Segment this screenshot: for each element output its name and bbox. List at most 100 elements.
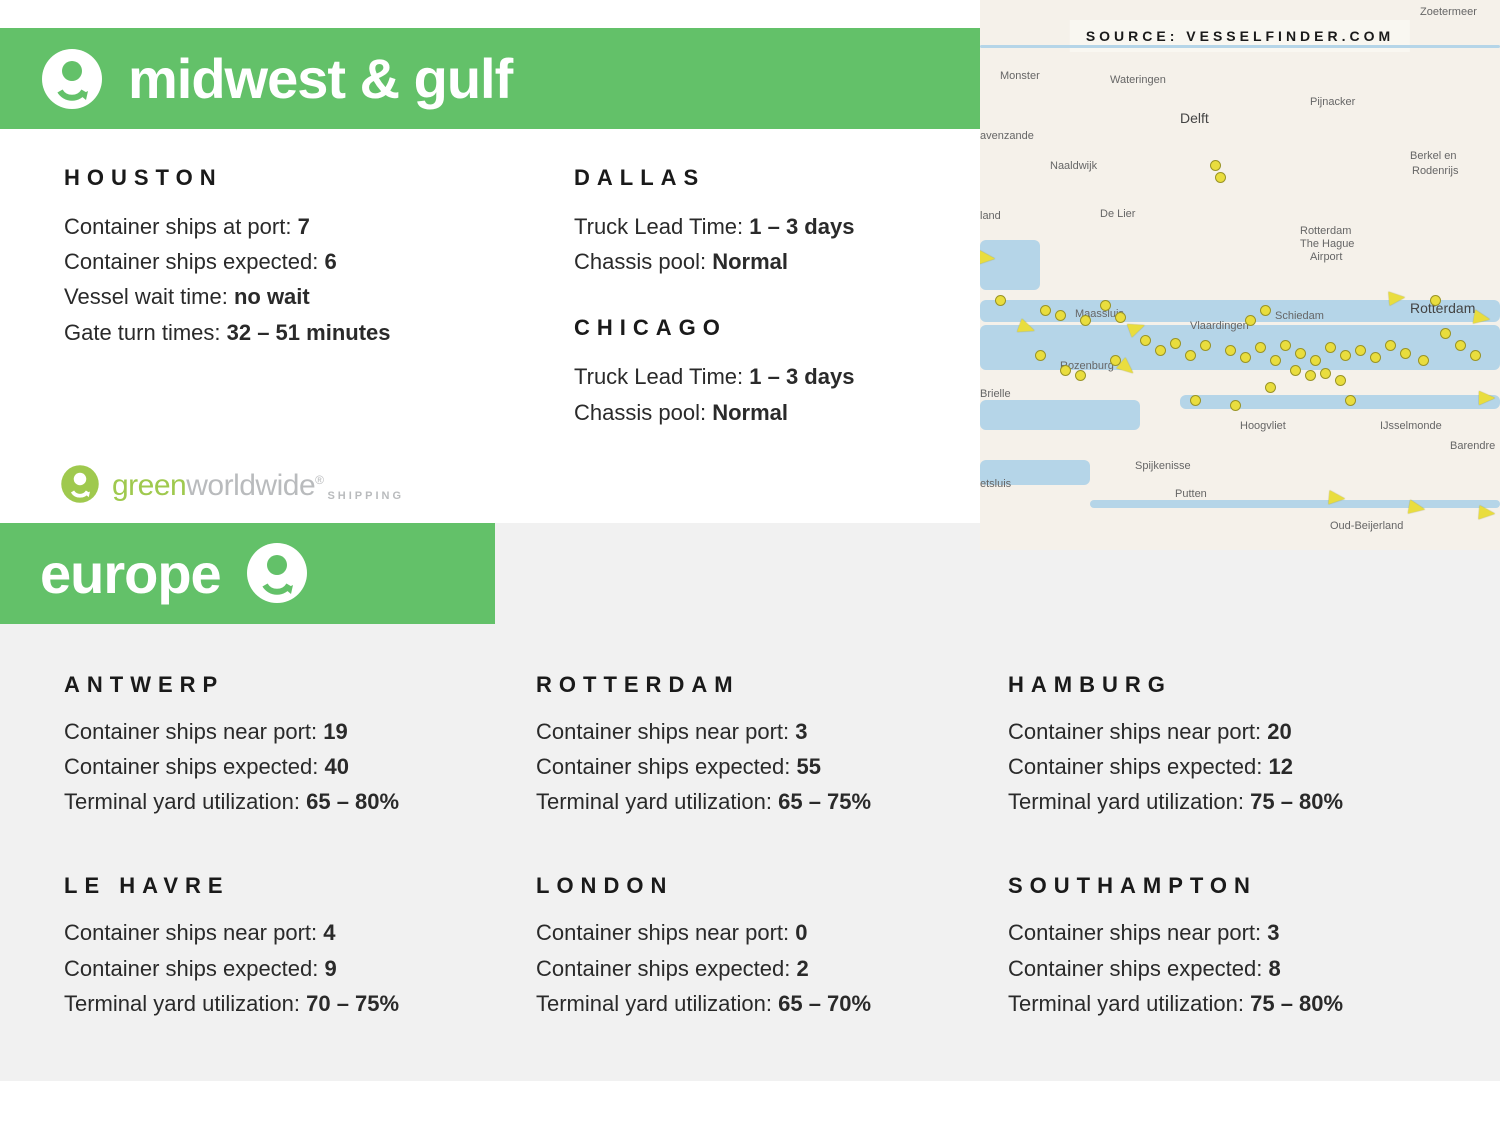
ship-marker-icon <box>1325 342 1336 353</box>
ship-marker-icon <box>1230 400 1241 411</box>
midwest-title: midwest & gulf <box>128 46 512 111</box>
map-place-label: Delft <box>1180 110 1209 126</box>
map-place-label: Spijkenisse <box>1135 460 1191 472</box>
ship-marker-icon <box>1280 340 1291 351</box>
map-place-label: Rodenrijs <box>1412 165 1458 177</box>
port-london: LONDONContainer ships near port: 0Contai… <box>536 873 968 1021</box>
vessel-map: SOURCE: VESSELFINDER.COM ZoetermeerMonst… <box>980 0 1500 550</box>
ship-marker-icon <box>1265 382 1276 393</box>
europe-section: europe ANTWERPContainer ships near port:… <box>0 523 1500 1081</box>
port-antwerp: ANTWERPContainer ships near port: 19Cont… <box>64 672 496 820</box>
map-place-label: Brielle <box>980 388 1011 400</box>
port-name: SOUTHAMPTON <box>1008 873 1440 899</box>
stat-line: Terminal yard utilization: 65 – 75% <box>536 784 968 819</box>
port-name: LONDON <box>536 873 968 899</box>
ship-marker-icon <box>1440 328 1451 339</box>
ship-marker-icon <box>1260 305 1271 316</box>
stat-line: Container ships at port: 7 <box>64 209 494 244</box>
map-water <box>980 45 1500 48</box>
ship-marker-icon <box>1255 342 1266 353</box>
ship-marker-icon <box>1305 370 1316 381</box>
ship-arrow-icon <box>980 250 996 265</box>
ship-arrow-icon <box>1328 490 1345 505</box>
ship-marker-icon <box>1055 310 1066 321</box>
stat-line: Container ships expected: 55 <box>536 749 968 784</box>
map-water <box>1180 395 1500 409</box>
brand-text: greenworldwide® <box>112 469 323 503</box>
brand-mark-icon <box>60 464 100 509</box>
ship-marker-icon <box>1190 395 1201 406</box>
brand-logo-icon <box>245 541 309 605</box>
stat-line: Terminal yard utilization: 75 – 80% <box>1008 986 1440 1021</box>
map-place-label: Putten <box>1175 488 1207 500</box>
ship-marker-icon <box>1215 172 1226 183</box>
map-place-label: Naaldwijk <box>1050 160 1097 172</box>
stat-line: Terminal yard utilization: 75 – 80% <box>1008 784 1440 819</box>
midwest-right-col: DALLAS Truck Lead Time: 1 – 3 days Chass… <box>574 165 1004 430</box>
port-lehavre: LE HAVREContainer ships near port: 4Cont… <box>64 873 496 1021</box>
stat-line: Container ships near port: 3 <box>536 714 968 749</box>
ship-marker-icon <box>1225 345 1236 356</box>
map-place-label: Rotterdam <box>1410 300 1475 316</box>
stat-line: Vessel wait time: no wait <box>64 279 494 314</box>
ship-arrow-icon <box>1473 310 1491 327</box>
map-place-label: etsluis <box>980 478 1011 490</box>
midwest-header: midwest & gulf <box>0 28 980 129</box>
ship-arrow-icon <box>1388 290 1405 305</box>
stat-line: Container ships expected: 40 <box>64 749 496 784</box>
stat-line: Container ships near port: 20 <box>1008 714 1440 749</box>
stat-line: Container ships expected: 8 <box>1008 951 1440 986</box>
europe-header: europe <box>0 523 495 624</box>
map-place-label: The Hague <box>1300 238 1354 250</box>
ship-marker-icon <box>1310 355 1321 366</box>
ship-marker-icon <box>1245 315 1256 326</box>
map-place-label: IJsselmonde <box>1380 420 1442 432</box>
port-dallas: DALLAS Truck Lead Time: 1 – 3 days Chass… <box>574 165 1004 279</box>
europe-ports-grid: ANTWERPContainer ships near port: 19Cont… <box>0 624 1500 1041</box>
ship-marker-icon <box>1340 350 1351 361</box>
stat-line: Terminal yard utilization: 65 – 70% <box>536 986 968 1021</box>
stat-line: Container ships expected: 12 <box>1008 749 1440 784</box>
ship-marker-icon <box>1080 315 1091 326</box>
map-place-label: Pijnacker <box>1310 96 1355 108</box>
ship-marker-icon <box>1240 352 1251 363</box>
map-place-label: Oud-Beijerland <box>1330 520 1403 532</box>
ship-marker-icon <box>1295 348 1306 359</box>
stat-line: Container ships near port: 4 <box>64 915 496 950</box>
map-place-label: Monster <box>1000 70 1040 82</box>
port-name: HOUSTON <box>64 165 494 191</box>
ship-marker-icon <box>995 295 1006 306</box>
stat-line: Truck Lead Time: 1 – 3 days <box>574 209 1004 244</box>
ship-marker-icon <box>1060 365 1071 376</box>
map-place-label: avenzande <box>980 130 1034 142</box>
ship-marker-icon <box>1035 350 1046 361</box>
map-place-label: Rotterdam <box>1300 225 1351 237</box>
map-place-label: Wateringen <box>1110 74 1166 86</box>
map-water <box>1090 500 1500 508</box>
stat-line: Chassis pool: Normal <box>574 395 1004 430</box>
ship-arrow-icon <box>1408 500 1426 517</box>
port-southampton: SOUTHAMPTON Container ships near port: 3C… <box>1008 873 1440 1021</box>
ship-marker-icon <box>1075 370 1086 381</box>
ship-marker-icon <box>1430 295 1441 306</box>
stat-line: Terminal yard utilization: 70 – 75% <box>64 986 496 1021</box>
stat-line: Container ships near port: 3 <box>1008 915 1440 950</box>
ship-marker-icon <box>1100 300 1111 311</box>
ship-marker-icon <box>1418 355 1429 366</box>
map-place-label: De Lier <box>1100 208 1135 220</box>
stat-line: Gate turn times: 32 – 51 minutes <box>64 315 494 350</box>
ship-marker-icon <box>1355 345 1366 356</box>
ship-marker-icon <box>1185 350 1196 361</box>
ship-marker-icon <box>1345 395 1356 406</box>
map-place-label: Schiedam <box>1275 310 1324 322</box>
ship-marker-icon <box>1155 345 1166 356</box>
port-chicago: CHICAGO Truck Lead Time: 1 – 3 days Chas… <box>574 315 1004 429</box>
ship-marker-icon <box>1455 340 1466 351</box>
brand-subtext: SHIPPING <box>327 490 404 502</box>
port-name: CHICAGO <box>574 315 1004 341</box>
ship-marker-icon <box>1470 350 1481 361</box>
ship-arrow-icon <box>1479 391 1495 405</box>
ship-marker-icon <box>1210 160 1221 171</box>
ship-marker-icon <box>1290 365 1301 376</box>
port-name: DALLAS <box>574 165 1004 191</box>
